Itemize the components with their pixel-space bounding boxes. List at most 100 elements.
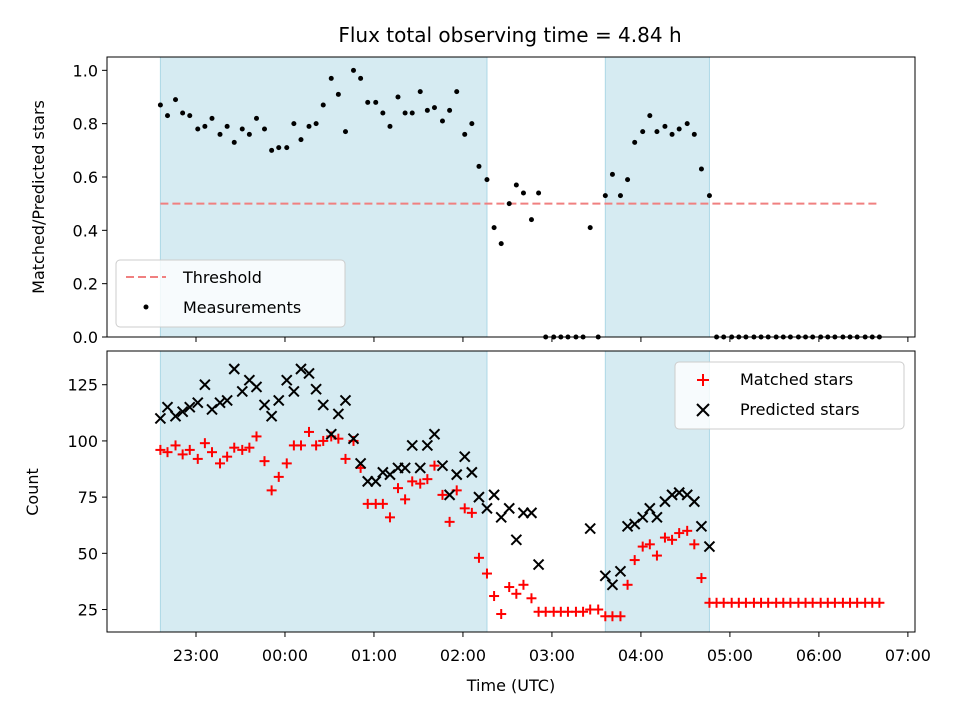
matched-star-point bbox=[637, 541, 648, 552]
y-tick-label: 0.8 bbox=[73, 115, 98, 134]
measurement-point bbox=[676, 126, 682, 132]
measurement-point bbox=[506, 201, 512, 207]
measurement-point bbox=[654, 129, 660, 135]
predicted-star-point bbox=[703, 540, 716, 553]
predicted-star-point bbox=[414, 462, 426, 474]
y-tick-label: 125 bbox=[67, 376, 98, 395]
predicted-star-point bbox=[176, 405, 189, 418]
x-tick-label: 07:00 bbox=[885, 646, 931, 665]
y-tick-label: 100 bbox=[67, 432, 98, 451]
predicted-star-point bbox=[421, 439, 434, 452]
matched-star-point bbox=[162, 447, 173, 458]
predicted-star-point bbox=[317, 399, 329, 411]
predicted-star-point bbox=[288, 385, 300, 398]
measurement-point bbox=[431, 105, 437, 111]
x-tick-label: 05:00 bbox=[707, 646, 753, 665]
y-tick-label: 50 bbox=[78, 544, 98, 563]
matched-star-point bbox=[667, 534, 678, 545]
matched-star-point bbox=[422, 474, 433, 485]
measurement-point bbox=[640, 129, 646, 135]
matched-star-point bbox=[266, 485, 277, 496]
matched-star-point bbox=[526, 593, 537, 604]
measurement-point bbox=[165, 113, 171, 119]
matched-star-point bbox=[311, 440, 322, 451]
measurement-point bbox=[253, 115, 259, 121]
matched-star-point bbox=[429, 460, 440, 471]
measurement-point bbox=[373, 99, 379, 105]
x-tick-label: 02:00 bbox=[440, 646, 486, 665]
measurement-point bbox=[632, 139, 638, 145]
predicted-star-point bbox=[265, 410, 278, 422]
measurement-point bbox=[195, 126, 201, 132]
matched-star-point bbox=[615, 611, 626, 622]
matched-star-point bbox=[251, 431, 262, 442]
matched-star-point bbox=[578, 606, 589, 617]
predicted-star-point bbox=[258, 399, 271, 411]
matched-star-point bbox=[674, 528, 685, 539]
predicted-star-point bbox=[451, 468, 463, 481]
matched-star-point bbox=[659, 532, 670, 543]
matched-star-point bbox=[407, 476, 418, 487]
measurement-point bbox=[387, 123, 393, 129]
top-x-ticks bbox=[195, 337, 909, 342]
measurement-point bbox=[231, 139, 237, 145]
matched-star-point bbox=[215, 458, 226, 469]
predicted-star-point bbox=[281, 374, 293, 386]
top-y-ticks: 0.0 0.2 0.4 0.6 0.8 1.0 bbox=[73, 61, 107, 347]
matched-star-point bbox=[473, 552, 484, 563]
predicted-star-point bbox=[443, 489, 456, 501]
measurement-point bbox=[380, 110, 386, 116]
matched-star-point bbox=[377, 498, 388, 509]
matched-star-point bbox=[593, 604, 604, 615]
measurement-point bbox=[513, 182, 519, 188]
predicted-star-point bbox=[673, 486, 685, 499]
measurement-point bbox=[209, 115, 215, 121]
measurement-point bbox=[239, 126, 245, 132]
matched-star-point bbox=[504, 582, 515, 593]
matched-star-point bbox=[207, 447, 218, 458]
predicted-star-point bbox=[221, 394, 233, 407]
measurement-point bbox=[691, 131, 697, 137]
matched-star-point bbox=[392, 483, 403, 494]
measurement-point bbox=[157, 102, 163, 108]
matched-star-point bbox=[237, 444, 248, 455]
matched-star-point bbox=[281, 458, 292, 469]
measurement-point bbox=[447, 107, 453, 113]
matched-star-point bbox=[400, 494, 411, 505]
x-axis-label: Time (UTC) bbox=[466, 676, 555, 695]
predicted-star-point bbox=[192, 396, 204, 409]
predicted-star-point bbox=[532, 558, 545, 571]
predicted-star-point bbox=[295, 363, 307, 375]
measurement-point bbox=[669, 131, 675, 137]
measurement-point bbox=[180, 110, 186, 116]
measurement-point bbox=[246, 131, 252, 137]
x-tick-label: 06:00 bbox=[796, 646, 842, 665]
predicted-star-point bbox=[584, 522, 596, 535]
measurement-point bbox=[276, 145, 282, 151]
measurement-point bbox=[706, 193, 712, 199]
matched-star-point bbox=[229, 442, 240, 453]
top-panel: 0.0 0.2 0.4 0.6 0.8 1.0 Matched/Predicted sta… bbox=[29, 56, 916, 347]
matched-star-point bbox=[518, 579, 529, 590]
predicted-star-point bbox=[199, 379, 211, 391]
predicted-star-point bbox=[436, 459, 449, 472]
measurement-point bbox=[454, 89, 460, 95]
predicted-star-point bbox=[154, 412, 167, 425]
measurement-point bbox=[284, 145, 290, 151]
measurement-point bbox=[417, 89, 423, 95]
measurement-point bbox=[698, 166, 704, 172]
x-tick-label: 04:00 bbox=[618, 646, 664, 665]
top-axes-frame bbox=[106, 56, 916, 338]
predicted-star-point bbox=[250, 381, 263, 393]
measurement-point bbox=[320, 102, 326, 108]
measurement-point bbox=[328, 75, 334, 81]
predicted-star-point bbox=[651, 511, 663, 524]
legend-matched-swatch bbox=[697, 374, 709, 386]
measurement-point bbox=[625, 177, 631, 183]
measurement-point bbox=[395, 94, 401, 100]
measurement-point bbox=[187, 113, 193, 119]
matched-star-point bbox=[466, 507, 477, 518]
legend-predicted-swatch bbox=[696, 403, 710, 417]
predicted-star-point bbox=[614, 565, 627, 578]
